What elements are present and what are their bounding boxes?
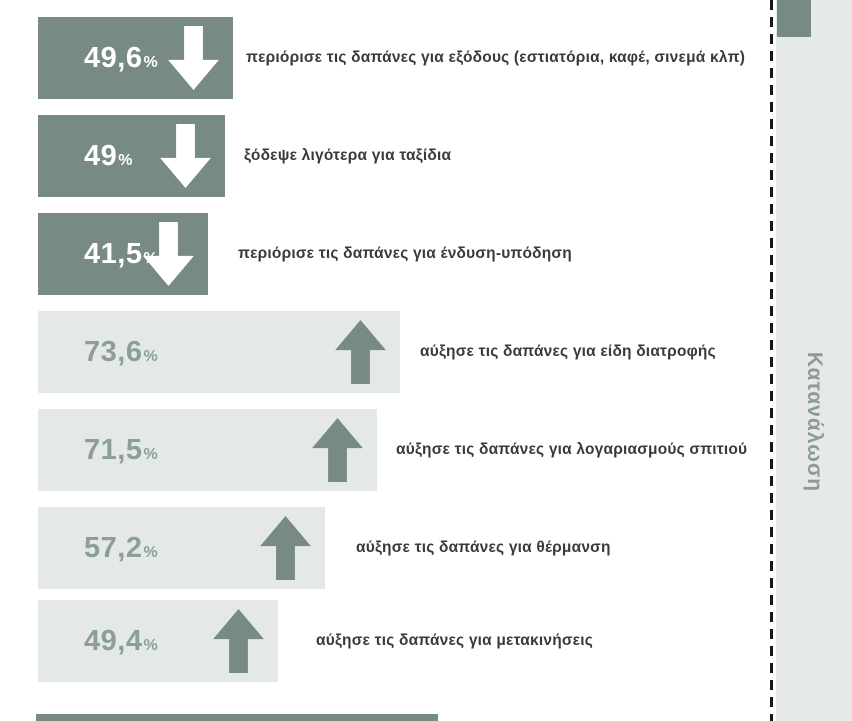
percent-sign: % (143, 636, 159, 654)
value-number: 49 (84, 139, 118, 172)
value-number: 57,2 (84, 531, 143, 564)
bar-value: 71,5% (38, 433, 159, 466)
bar-value: 49% (38, 139, 133, 172)
arrow-down-icon (168, 26, 219, 90)
chart-row: 73,6% αύξησε τις δαπάνες για είδη διατρο… (38, 311, 772, 393)
cropped-bar-bottom-peek (36, 714, 438, 721)
bar-label: περιόρισε τις δαπάνες για ένδυση-υπόδηση (238, 245, 572, 262)
arrow-up-icon (335, 320, 386, 384)
bar-decrease-clothing: 41,5% (38, 213, 208, 295)
bar-increase-transport: 49,4% (38, 600, 278, 682)
section-divider-dashed-line (770, 0, 773, 721)
bar-value: 49,6% (38, 41, 159, 74)
bar-label: αύξησε τις δαπάνες για είδη διατροφής (420, 343, 716, 360)
chart-row: 49,6% περιόρισε τις δαπάνες για εξόδους … (38, 17, 772, 99)
bar-increase-food: 73,6% (38, 311, 400, 393)
cropped-bar-top-peek (777, 0, 811, 37)
chart-row: 71,5% αύξησε τις δαπάνες για λογαριασμού… (38, 409, 772, 491)
percent-sign: % (143, 445, 159, 463)
chart-row: 41,5% περιόρισε τις δαπάνες για ένδυση-υ… (38, 213, 772, 295)
bar-label: περιόρισε τις δαπάνες για εξόδους (εστια… (246, 49, 746, 66)
section-title: Κατανάλωση (803, 351, 826, 493)
bar-increase-heating: 57,2% (38, 507, 325, 589)
value-number: 49,4 (84, 624, 143, 657)
bar-decrease-travel: 49% (38, 115, 225, 197)
bar-value: 73,6% (38, 335, 159, 368)
arrow-up-icon (312, 418, 363, 482)
percent-sign: % (143, 347, 159, 365)
chart-row: 49,4% αύξησε τις δαπάνες για μετακινήσει… (38, 600, 772, 682)
arrow-down-icon (160, 124, 211, 188)
bar-value: 57,2% (38, 531, 159, 564)
arrow-up-icon (260, 516, 311, 580)
value-number: 49,6 (84, 41, 143, 74)
bar-value: 41,5% (38, 237, 158, 270)
bar-label: αύξησε τις δαπάνες για λογαριασμούς σπιτ… (396, 441, 748, 458)
section-band: Κατανάλωση (776, 0, 852, 721)
chart-row: 57,2% αύξησε τις δαπάνες για θέρμανση (38, 507, 772, 589)
bar-value: 49,4% (38, 624, 159, 657)
value-number: 73,6 (84, 335, 143, 368)
percent-sign: % (143, 53, 159, 71)
arrow-down-icon (143, 222, 194, 286)
value-number: 41,5 (84, 237, 143, 270)
bar-label: αύξησε τις δαπάνες για μετακινήσεις (316, 632, 593, 649)
chart-row: 49% ξόδεψε λιγότερα για ταξίδια (38, 115, 772, 197)
bar-decrease-going-out: 49,6% (38, 17, 233, 99)
bar-increase-household-bills: 71,5% (38, 409, 377, 491)
bar-label: ξόδεψε λιγότερα για ταξίδια (244, 147, 452, 164)
percent-sign: % (143, 543, 159, 561)
bar-label: αύξησε τις δαπάνες για θέρμανση (356, 539, 611, 556)
value-number: 71,5 (84, 433, 143, 466)
arrow-up-icon (213, 609, 264, 673)
percent-sign: % (118, 151, 133, 169)
